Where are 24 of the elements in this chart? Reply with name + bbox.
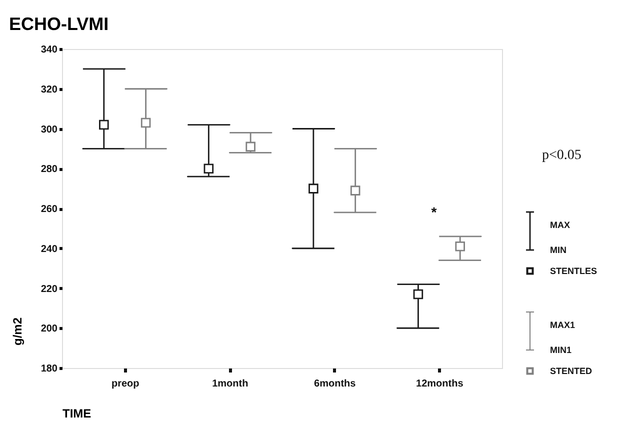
x-axis-title: TIME (62, 406, 92, 420)
y-tick-label: 260 (40, 204, 58, 215)
y-axis-title: g/m2 (10, 317, 24, 346)
y-tick-label: 200 (40, 324, 58, 335)
y-tick-label: 240 (40, 244, 58, 255)
text: MIN (550, 245, 566, 255)
text: MIN1 (550, 345, 572, 355)
y-tick-label: 220 (40, 284, 58, 295)
legend-label: STENTED (550, 366, 593, 376)
y-tick-label: 340 (40, 44, 58, 56)
y-tick-label: 300 (40, 124, 58, 136)
x-tick-label: 12months (416, 378, 464, 390)
text: MAX1 (550, 320, 576, 330)
y-tick-label: 280 (40, 164, 58, 176)
text: p<0.05 (542, 148, 582, 163)
y-tick-label: 180 (40, 364, 58, 374)
annotation: * (431, 204, 438, 220)
chart-title: ECHO-LVMI (9, 14, 109, 34)
legend-label: STENTLES (550, 266, 598, 276)
x-tick-label: 6months (314, 378, 356, 390)
x-tick-label: 1month (212, 378, 248, 390)
text: MAX (550, 220, 570, 230)
y-tick-label: 320 (40, 84, 58, 96)
x-tick-label: preop (111, 378, 140, 390)
